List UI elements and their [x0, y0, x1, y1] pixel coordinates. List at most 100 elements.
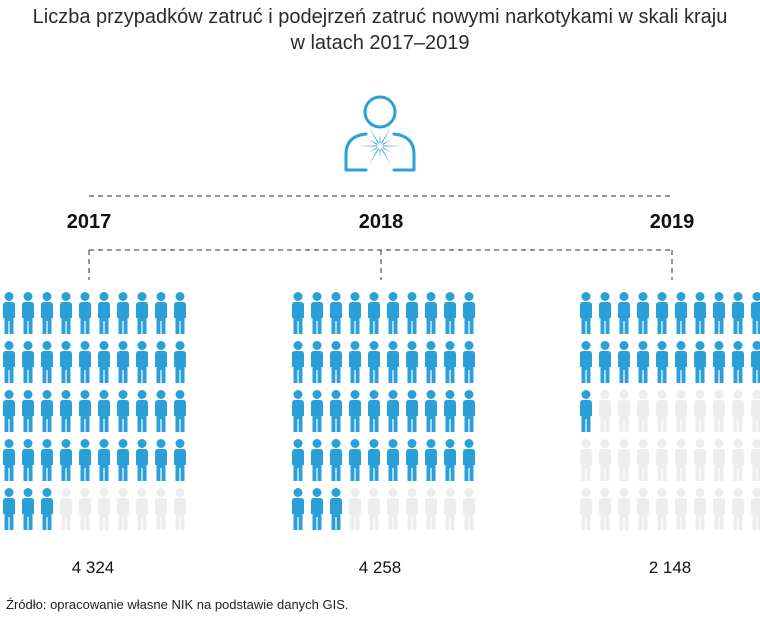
person-icon-filled [3, 439, 15, 481]
person-icon-filled [3, 488, 15, 530]
person-icon-empty [694, 488, 706, 530]
person-icon-filled [292, 439, 304, 481]
connector-lines [88, 195, 673, 280]
person-icon-filled [732, 341, 744, 383]
person-icon-filled [3, 390, 15, 432]
person-icon-filled [751, 292, 760, 334]
person-icon-empty [637, 439, 649, 481]
person-icon-empty [713, 439, 725, 481]
person-icon-filled [694, 292, 706, 334]
person-icon-filled [368, 292, 380, 334]
person-icon-filled [406, 439, 418, 481]
person-icon-filled [117, 439, 129, 481]
person-grid-2017 [3, 292, 186, 530]
person-icon-filled [79, 292, 91, 334]
person-icon-filled [3, 341, 15, 383]
person-icon-filled [368, 390, 380, 432]
person-icon-empty [117, 488, 129, 530]
person-icon-filled [463, 292, 475, 334]
person-icon-empty [675, 439, 687, 481]
person-icon-filled [41, 341, 53, 383]
person-icon-filled [60, 341, 72, 383]
person-icon-filled [637, 292, 649, 334]
person-icon-empty [713, 488, 725, 530]
person-icon-filled [599, 292, 611, 334]
value-labels: 4 324 4 258 2 148 [72, 558, 692, 577]
person-grid-2018 [292, 292, 475, 530]
person-icon-filled [406, 390, 418, 432]
person-icon-filled [22, 439, 34, 481]
person-icon-filled [41, 390, 53, 432]
person-icon-filled [618, 292, 630, 334]
person-icon-empty [656, 488, 668, 530]
person-icon-filled [155, 341, 167, 383]
year-label-2017: 2017 [67, 211, 112, 233]
person-icon-empty [580, 439, 592, 481]
person-icon-empty [463, 488, 475, 530]
person-icon-filled [136, 341, 148, 383]
person-icon-filled [713, 341, 725, 383]
value-label-2019: 2 148 [649, 558, 692, 577]
person-icon-filled [463, 439, 475, 481]
person-icon-empty [599, 439, 611, 481]
person-icon-filled [637, 341, 649, 383]
person-icon-empty [618, 390, 630, 432]
person-icon-filled [349, 292, 361, 334]
person-icon-empty [694, 390, 706, 432]
person-icon-filled [155, 292, 167, 334]
person-icon-empty [387, 488, 399, 530]
person-icon-filled [79, 341, 91, 383]
person-icon-filled [292, 341, 304, 383]
person-icon-filled [22, 341, 34, 383]
person-icon-filled [174, 439, 186, 481]
person-icon-filled [425, 439, 437, 481]
person-icon-filled [174, 292, 186, 334]
person-icon-empty [732, 488, 744, 530]
source-note: Źródło: opracowanie własne NIK na podsta… [6, 597, 349, 612]
person-icon-filled [292, 292, 304, 334]
person-icon-filled [444, 341, 456, 383]
person-icon-empty [444, 488, 456, 530]
person-icon-filled [41, 439, 53, 481]
person-icon-filled [174, 341, 186, 383]
person-icon-empty [732, 390, 744, 432]
person-icon-filled [463, 390, 475, 432]
person-icon-filled [330, 292, 342, 334]
person-icon-filled [311, 341, 323, 383]
person-icon-empty [656, 390, 668, 432]
person-icon-filled [22, 390, 34, 432]
person-icon-empty [349, 488, 361, 530]
person-icon-filled [330, 390, 342, 432]
person-icon-filled [311, 488, 323, 530]
person-icon-filled [98, 439, 110, 481]
person-icon-filled [311, 390, 323, 432]
value-label-2017: 4 324 [72, 558, 115, 577]
person-icon-filled [732, 292, 744, 334]
person-icon-filled [387, 390, 399, 432]
person-icon-filled [22, 292, 34, 334]
person-icon-filled [330, 488, 342, 530]
person-icon-empty [136, 488, 148, 530]
person-icon-filled [368, 341, 380, 383]
person-icon-filled [387, 341, 399, 383]
person-icon-filled [675, 341, 687, 383]
person-icon-filled [292, 390, 304, 432]
person-icon-filled [349, 341, 361, 383]
person-icon-filled [311, 439, 323, 481]
person-icon-filled [406, 292, 418, 334]
person-icon-empty [580, 488, 592, 530]
person-icon-empty [174, 488, 186, 530]
person-icon-filled [79, 390, 91, 432]
person-icon-filled [425, 390, 437, 432]
person-icon-empty [656, 439, 668, 481]
person-icon-filled [444, 292, 456, 334]
person-icon-empty [618, 439, 630, 481]
value-label-2018: 4 258 [359, 558, 402, 577]
person-icon-filled [292, 488, 304, 530]
person-icon-empty [732, 439, 744, 481]
person-icon-filled [425, 292, 437, 334]
person-icon-filled [155, 390, 167, 432]
burst-icon [358, 126, 402, 166]
person-icon-filled [136, 390, 148, 432]
person-icon-empty [694, 439, 706, 481]
